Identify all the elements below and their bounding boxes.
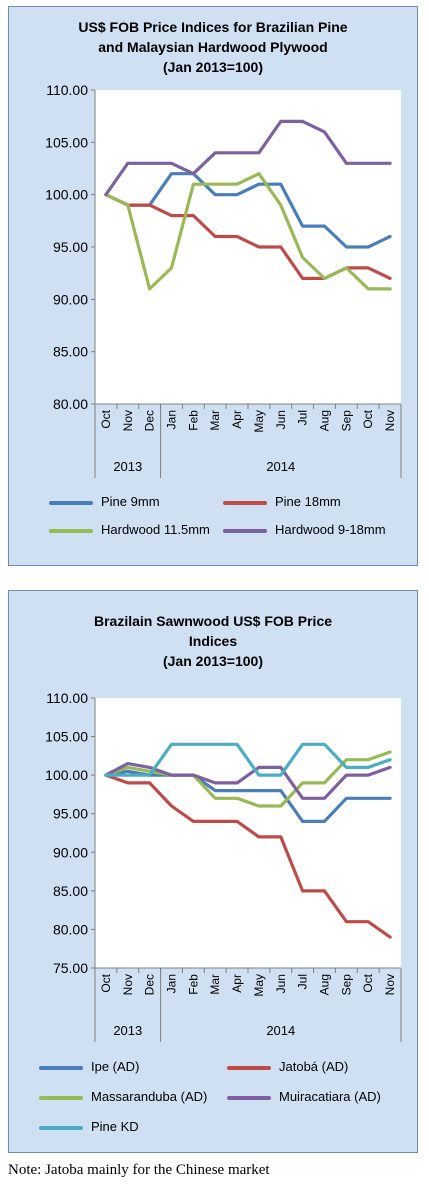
chart-title: US$ FOB Price Indices for Brazilian Pine…	[9, 17, 417, 77]
plywood-chart-plot: 80.00 85.00 90.00 95.00 100.00 105.00 110.00 Oc…	[45, 82, 402, 478]
x-tick-label: Jul	[296, 410, 310, 425]
legend-swatch	[223, 529, 267, 533]
x-tick-label: Mar	[208, 974, 222, 995]
title-line: Indices	[188, 633, 238, 649]
x-tick-label: Apr	[230, 974, 244, 993]
legend-label: Pine 18mm	[275, 494, 341, 509]
plywood-chart-panel: US$ FOB Price Indices for Brazilian Pine…	[8, 6, 418, 566]
legend-label: Ipe (AD)	[91, 1059, 140, 1074]
y-tick-label: 100.00	[45, 187, 88, 203]
legend-swatch	[49, 529, 93, 533]
y-tick-label: 95.00	[53, 806, 88, 822]
x-tick-label: May	[252, 974, 266, 997]
x-tick-label: Jan	[165, 974, 179, 993]
legend-label: Pine 9mm	[101, 494, 160, 509]
x-tick-label: Aug	[318, 974, 332, 995]
x-tick-label: Nov	[121, 410, 135, 431]
legend-swatch	[227, 1096, 271, 1100]
x-tick-label: Sep	[339, 410, 353, 432]
sawnwood-chart-panel: Brazilain Sawnwood US$ FOB Price Indices…	[8, 590, 418, 1153]
title-line: and Malaysian Hardwood Plywood	[98, 39, 328, 55]
y-tick-label: 90.00	[53, 291, 88, 307]
plot-area	[95, 698, 401, 968]
y-tick-label: 90.00	[53, 844, 88, 860]
y-tick-label: 95.00	[53, 239, 88, 255]
x-tick-label: Feb	[186, 974, 200, 995]
year-label: 2014	[266, 459, 295, 474]
x-tick-label: Dec	[143, 974, 157, 995]
y-tick-label: 105.00	[45, 729, 88, 745]
y-tick-label: 85.00	[53, 344, 88, 360]
footnote: Note: Jatoba mainly for the Chinese mark…	[8, 1162, 270, 1178]
x-tick-label: Oct	[99, 973, 113, 992]
x-tick-label: Feb	[186, 410, 200, 431]
y-tick-label: 80.00	[53, 396, 88, 412]
legend-label: Hardwood 9-18mm	[275, 522, 386, 537]
x-tick-label: Oct	[361, 973, 375, 992]
year-label: 2013	[113, 459, 142, 474]
x-tick-label: Apr	[230, 410, 244, 429]
y-tick-label: 80.00	[53, 921, 88, 937]
legend-swatch	[227, 1066, 271, 1070]
year-label: 2013	[113, 1023, 142, 1038]
title-line: Brazilain Sawnwood US$ FOB Price	[93, 613, 333, 629]
series-line	[104, 742, 392, 777]
x-tick-label: Mar	[208, 410, 222, 431]
legend-swatch	[39, 1096, 83, 1100]
legend-label: Muiracatiara (AD)	[279, 1089, 381, 1104]
x-tick-label: Sep	[339, 974, 353, 996]
sawnwood-chart-plot: 75.00 80.00 85.00 90.00 95.00 100.00 105.00 110…	[45, 690, 402, 1042]
x-tick-label: Oct	[361, 409, 375, 428]
legend-swatch	[39, 1126, 83, 1130]
series-line	[104, 769, 392, 823]
x-tick-label: Jul	[296, 974, 310, 989]
x-tick-label: Jun	[274, 974, 288, 993]
legend-swatch	[223, 501, 267, 505]
legend-swatch	[49, 501, 93, 505]
x-tick-label: Dec	[143, 410, 157, 431]
legend-swatch	[39, 1066, 83, 1070]
title-line: US$ FOB Price Indices for Brazilian Pine	[78, 19, 348, 35]
legend-label: Pine KD	[91, 1119, 139, 1134]
legend-label: Jatobá (AD)	[279, 1059, 349, 1074]
year-label: 2014	[266, 1023, 295, 1038]
series-line	[104, 172, 392, 291]
title-line: (Jan 2013=100)	[162, 653, 264, 669]
x-tick-label: Jun	[274, 410, 288, 429]
x-tick-label: May	[252, 410, 266, 433]
chart-title: Brazilain Sawnwood US$ FOB Price Indices…	[9, 611, 417, 671]
y-tick-label: 75.00	[53, 960, 88, 976]
x-tick-label: Nov	[121, 974, 135, 995]
y-tick-label: 100.00	[45, 767, 88, 783]
x-tick-label: Jan	[165, 410, 179, 429]
series-line	[104, 172, 392, 249]
x-tick-label: Oct	[99, 409, 113, 428]
title-line: (Jan 2013=100)	[162, 59, 264, 75]
series-line	[104, 119, 392, 197]
series-line	[104, 773, 392, 939]
legend-label: Massaranduba (AD)	[91, 1089, 208, 1104]
y-tick-label: 110.00	[46, 690, 88, 706]
x-tick-label: Nov	[383, 410, 397, 431]
x-tick-label: Aug	[318, 410, 332, 431]
y-tick-label: 105.00	[45, 134, 88, 150]
x-tick-label: Nov	[383, 974, 397, 995]
legend-label: Hardwood 11.5mm	[101, 522, 210, 537]
y-tick-label: 110.00	[46, 82, 88, 98]
y-tick-label: 85.00	[53, 883, 88, 899]
